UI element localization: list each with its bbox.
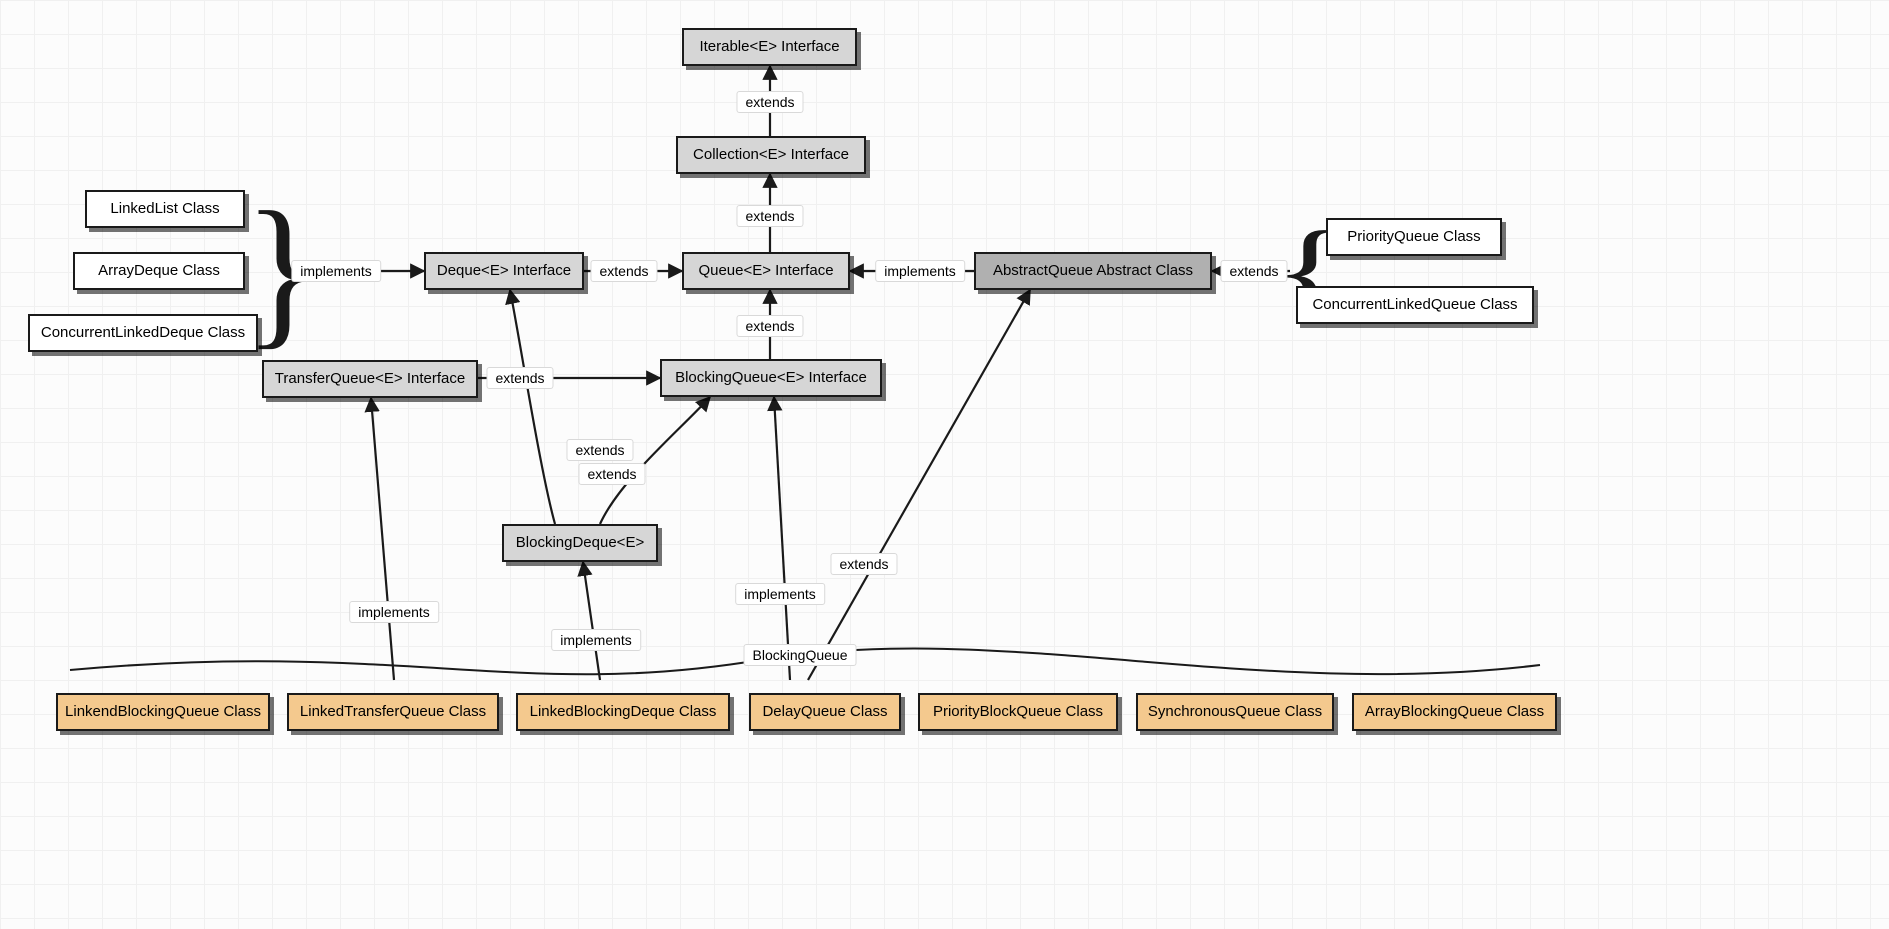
edge-linkedblockingdeque-to-blockingdeque [583, 562, 600, 680]
node-label: ArrayDeque Class [98, 262, 220, 280]
node-transferqueue: TransferQueue<E> Interface [262, 360, 478, 398]
node-label: ArrayBlockingQueue Class [1365, 703, 1544, 721]
node-arrayblockingqueue: ArrayBlockingQueue Class [1352, 693, 1557, 731]
node-label: BlockingQueue<E> Interface [675, 369, 867, 387]
node-linkendblockingqueue: LinkendBlockingQueue Class [56, 693, 270, 731]
node-label: Deque<E> Interface [437, 262, 571, 280]
node-label: ConcurrentLinkedQueue Class [1312, 296, 1517, 314]
node-label: LinkedTransferQueue Class [300, 703, 486, 721]
node-label: ConcurrentLinkedDeque Class [41, 324, 245, 342]
edge-linkedtransferqueue-to-transferqueue [371, 398, 394, 680]
node-label: BlockingDeque<E> [516, 534, 644, 552]
edge-label: extends [736, 315, 803, 337]
node-delayqueue: DelayQueue Class [749, 693, 901, 731]
edge-label: implements [735, 583, 825, 605]
node-abstractqueue: AbstractQueue Abstract Class [974, 252, 1212, 290]
node-queue: Queue<E> Interface [682, 252, 850, 290]
node-linkedblockingdeque: LinkedBlockingDeque Class [516, 693, 730, 731]
node-label: PriorityQueue Class [1347, 228, 1480, 246]
node-priorityqueue: PriorityQueue Class [1326, 218, 1502, 256]
node-priorityblockqueue: PriorityBlockQueue Class [918, 693, 1118, 731]
edge-label: extends [486, 367, 553, 389]
node-label: AbstractQueue Abstract Class [993, 262, 1193, 280]
node-label: Iterable<E> Interface [699, 38, 839, 56]
edge-label: implements [349, 601, 439, 623]
edge-label: extends [578, 463, 645, 485]
node-blockingdeque: BlockingDeque<E> [502, 524, 658, 562]
node-label: LinkedBlockingDeque Class [530, 703, 717, 721]
edge-label: implements [875, 260, 965, 282]
node-concurrentlinkeddeque: ConcurrentLinkedDeque Class [28, 314, 258, 352]
node-blockingqueue: BlockingQueue<E> Interface [660, 359, 882, 397]
node-label: TransferQueue<E> Interface [275, 370, 465, 388]
edge-label: implements [551, 629, 641, 651]
edge-delayqueue-ish-to-abstractqueue [808, 290, 1030, 680]
node-label: PriorityBlockQueue Class [933, 703, 1103, 721]
node-label: Queue<E> Interface [698, 262, 833, 280]
node-concurrentlinkedqueue: ConcurrentLinkedQueue Class [1296, 286, 1534, 324]
edge-label: extends [566, 439, 633, 461]
edges-layer [0, 0, 1889, 929]
node-label: LinkedList Class [110, 200, 219, 218]
edge-label: BlockingQueue [744, 644, 857, 666]
edge-label: extends [830, 553, 897, 575]
node-iterable: Iterable<E> Interface [682, 28, 857, 66]
node-collection: Collection<E> Interface [676, 136, 866, 174]
edge-blockingdeque-to-deque [510, 290, 555, 524]
node-label: LinkendBlockingQueue Class [65, 703, 261, 721]
node-linkedlist: LinkedList Class [85, 190, 245, 228]
node-linkedtransferqueue: LinkedTransferQueue Class [287, 693, 499, 731]
edge-label: extends [736, 91, 803, 113]
node-label: DelayQueue Class [762, 703, 887, 721]
edge-label: extends [736, 205, 803, 227]
node-label: Collection<E> Interface [693, 146, 849, 164]
node-synchronousqueue: SynchronousQueue Class [1136, 693, 1334, 731]
diagram-canvas: } { Iterable<E> InterfaceCollection<E> I… [0, 0, 1889, 929]
node-deque: Deque<E> Interface [424, 252, 584, 290]
node-arraydeque: ArrayDeque Class [73, 252, 245, 290]
node-label: SynchronousQueue Class [1148, 703, 1322, 721]
edge-delayqueue-to-blockingqueue [774, 397, 790, 680]
edge-label: extends [590, 260, 657, 282]
edge-label: implements [291, 260, 381, 282]
edge-label: extends [1220, 260, 1287, 282]
